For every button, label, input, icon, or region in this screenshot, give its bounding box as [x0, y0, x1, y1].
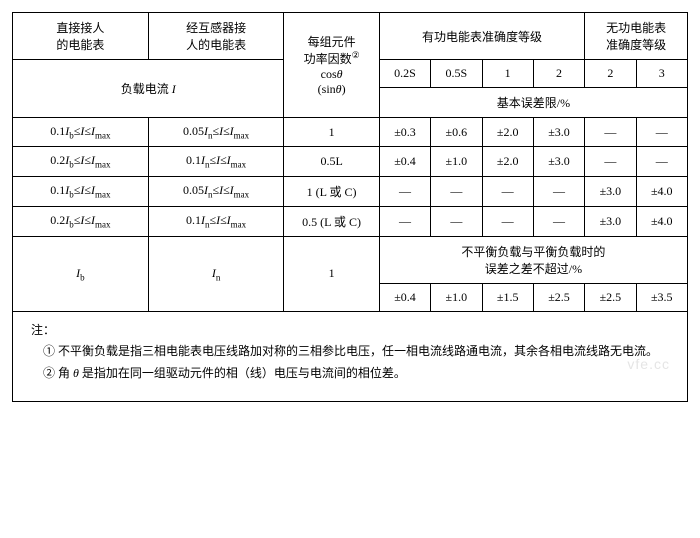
cell: ±0.3 — [379, 118, 430, 147]
hdr-trans: 经互感器接人的电能表 — [148, 13, 284, 60]
cell: — — [636, 118, 687, 147]
cell: ±4.0 — [636, 206, 687, 236]
grade-0: 0.2S — [379, 60, 430, 88]
cell: — — [636, 147, 687, 176]
bottom-v2: ±1.5 — [482, 283, 533, 311]
hdr-direct: 直接接人的电能表 — [13, 13, 149, 60]
cell: 0.5L — [284, 147, 379, 176]
hdr-active: 有功电能表准确度等级 — [379, 13, 584, 60]
cell: — — [431, 176, 482, 206]
table-row: 0.2Ib≤I≤Imax0.1In≤I≤Imax0.5 (L 或 C)————±… — [13, 206, 688, 236]
hdr-pf: 每组元件功率因数②cosθ(sinθ) — [284, 13, 379, 118]
grade-2: 1 — [482, 60, 533, 88]
bottom-pf: 1 — [284, 236, 379, 311]
cell: — — [379, 176, 430, 206]
table-row: 0.1Ib≤I≤Imax0.05In≤I≤Imax1±0.3±0.6±2.0±3… — [13, 118, 688, 147]
cell: ±3.0 — [585, 206, 636, 236]
hdr-load-current: 负载电流 I — [13, 60, 284, 118]
cell: ±2.0 — [482, 118, 533, 147]
hdr-reactive: 无功电能表准确度等级 — [585, 13, 688, 60]
cell: — — [482, 206, 533, 236]
notes-block: 注： ① 不平衡负载是指三相电能表电压线路加对称的三相参比电压，任一相电流线路通… — [12, 312, 688, 402]
cell: ±2.0 — [482, 147, 533, 176]
bottom-row-caption: Ib In 1 不平衡负载与平衡负载时的误差之差不超过/% — [13, 236, 688, 283]
hdr-basic-err: 基本误差限/% — [379, 88, 687, 118]
cell: 0.1In≤I≤Imax — [148, 206, 284, 236]
spec-table: 直接接人的电能表 经互感器接人的电能表 每组元件功率因数②cosθ(sinθ) … — [12, 12, 688, 312]
cell: — — [482, 176, 533, 206]
bottom-v4: ±2.5 — [585, 283, 636, 311]
data-rows: 0.1Ib≤I≤Imax0.05In≤I≤Imax1±0.3±0.6±2.0±3… — [13, 118, 688, 237]
cell: 0.2Ib≤I≤Imax — [13, 147, 149, 176]
cell: ±3.0 — [533, 147, 584, 176]
bottom-v1: ±1.0 — [431, 283, 482, 311]
table-row: 0.1Ib≤I≤Imax0.05In≤I≤Imax1 (L 或 C)————±3… — [13, 176, 688, 206]
bottom-v5: ±3.5 — [636, 283, 687, 311]
cell: ±0.6 — [431, 118, 482, 147]
bottom-v0: ±0.4 — [379, 283, 430, 311]
cell: ±1.0 — [431, 147, 482, 176]
cell: — — [585, 147, 636, 176]
grade-1: 0.5S — [431, 60, 482, 88]
cell: 0.05In≤I≤Imax — [148, 118, 284, 147]
notes-label: 注： — [25, 320, 675, 342]
cell: 0.05In≤I≤Imax — [148, 176, 284, 206]
header-row-1: 直接接人的电能表 经互感器接人的电能表 每组元件功率因数②cosθ(sinθ) … — [13, 13, 688, 60]
grade-3: 2 — [533, 60, 584, 88]
cell: 0.1Ib≤I≤Imax — [13, 176, 149, 206]
cell: — — [533, 176, 584, 206]
cell: — — [585, 118, 636, 147]
cell: ±3.0 — [533, 118, 584, 147]
cell: 1 — [284, 118, 379, 147]
note-1: ① 不平衡负载是指三相电能表电压线路加对称的三相参比电压，任一相电流线路通电流，… — [25, 341, 675, 363]
cell: ±0.4 — [379, 147, 430, 176]
cell: ±3.0 — [585, 176, 636, 206]
grade-r0: 2 — [585, 60, 636, 88]
cell: 0.1Ib≤I≤Imax — [13, 118, 149, 147]
bottom-c2: In — [148, 236, 284, 311]
table-row: 0.2Ib≤I≤Imax0.1In≤I≤Imax0.5L±0.4±1.0±2.0… — [13, 147, 688, 176]
cell: 0.1In≤I≤Imax — [148, 147, 284, 176]
cell: — — [379, 206, 430, 236]
grade-r1: 3 — [636, 60, 687, 88]
cell: 1 (L 或 C) — [284, 176, 379, 206]
cell: 0.5 (L 或 C) — [284, 206, 379, 236]
cell: 0.2Ib≤I≤Imax — [13, 206, 149, 236]
cell: ±4.0 — [636, 176, 687, 206]
bottom-caption: 不平衡负载与平衡负载时的误差之差不超过/% — [379, 236, 687, 283]
bottom-v3: ±2.5 — [533, 283, 584, 311]
cell: — — [533, 206, 584, 236]
bottom-c1: Ib — [13, 236, 149, 311]
table-wrapper: 直接接人的电能表 经互感器接人的电能表 每组元件功率因数②cosθ(sinθ) … — [12, 12, 688, 402]
note-2: ② 角 θ 是指加在同一组驱动元件的相（线）电压与电流间的相位差。 — [25, 363, 675, 385]
cell: — — [431, 206, 482, 236]
